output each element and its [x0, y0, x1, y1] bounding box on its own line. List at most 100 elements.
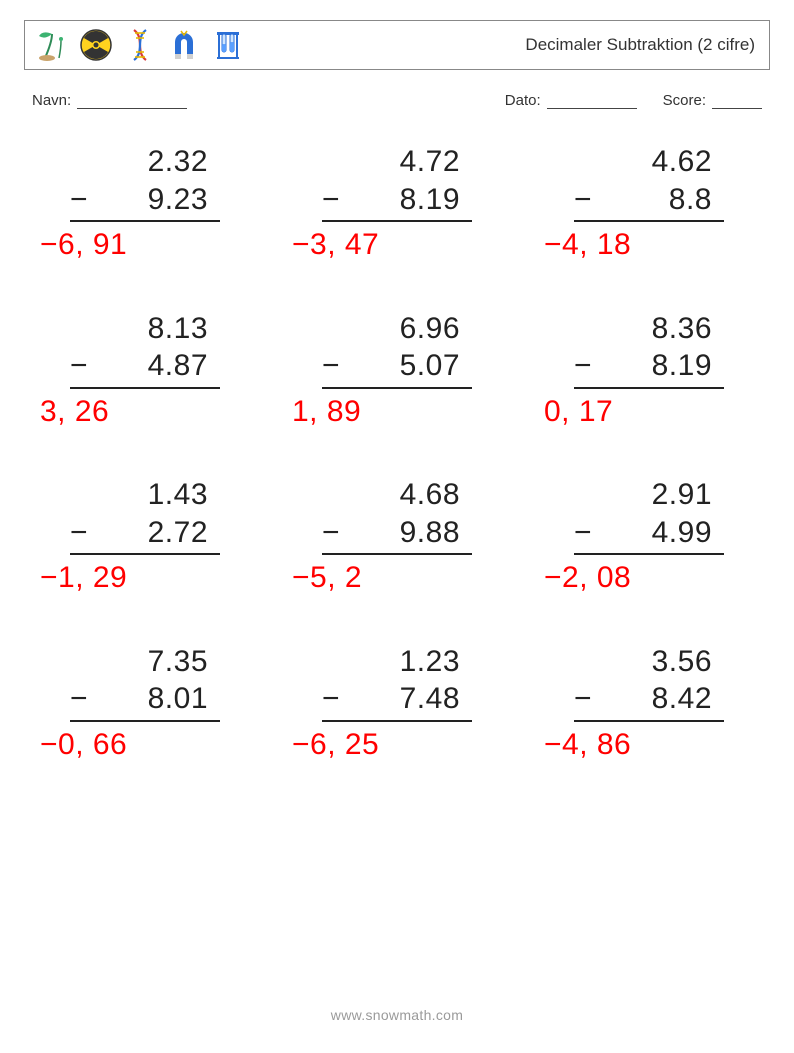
subtrahend: 8.19: [350, 181, 472, 219]
operator: −: [574, 181, 602, 219]
subtrahend: 7.48: [350, 680, 472, 718]
name-blank: [77, 95, 187, 109]
subtrahend: 9.88: [350, 514, 472, 552]
answer: −0, 66: [38, 726, 252, 764]
worksheet-page: Decimaler Subtraktion (2 cifre) Navn: Da…: [0, 0, 794, 1053]
rule-line: [322, 720, 472, 722]
header-icons: [35, 28, 245, 62]
rule-line: [70, 220, 220, 222]
answer: 1, 89: [290, 393, 504, 431]
rule-line: [574, 720, 724, 722]
operator: −: [70, 181, 98, 219]
answer: −4, 86: [542, 726, 756, 764]
problem: 1.43 − 2.72 −1, 29: [38, 476, 252, 597]
subtrahend: 5.07: [350, 347, 472, 385]
name-label: Navn:: [32, 92, 71, 109]
rule-line: [322, 387, 472, 389]
problem-stack: 6.96 − 5.07: [322, 310, 472, 389]
answer: −1, 29: [38, 559, 252, 597]
problem: 3.56 − 8.42 −4, 86: [542, 643, 756, 764]
magnet-icon: [167, 28, 201, 62]
footer-url: www.snowmath.com: [0, 1007, 794, 1023]
problem-stack: 3.56 − 8.42: [574, 643, 724, 722]
problem: 1.23 − 7.48 −6, 25: [290, 643, 504, 764]
rule-line: [574, 553, 724, 555]
problem-stack: 4.62 − 8.8: [574, 143, 724, 222]
answer: −3, 47: [290, 226, 504, 264]
minuend: 2.32: [98, 143, 220, 181]
subtrahend: 8.19: [602, 347, 724, 385]
operator: −: [322, 347, 350, 385]
problem: 8.13 − 4.87 3, 26: [38, 310, 252, 431]
subtrahend: 9.23: [98, 181, 220, 219]
rule-line: [70, 387, 220, 389]
subtrahend: 8.01: [98, 680, 220, 718]
problem: 4.68 − 9.88 −5, 2: [290, 476, 504, 597]
answer: 3, 26: [38, 393, 252, 431]
minuend: 6.96: [350, 310, 472, 348]
operator: −: [574, 347, 602, 385]
problem: 2.32 − 9.23 −6, 91: [38, 143, 252, 264]
operator: −: [322, 514, 350, 552]
answer: −4, 18: [542, 226, 756, 264]
rule-line: [574, 220, 724, 222]
operator: −: [322, 680, 350, 718]
operator: −: [574, 514, 602, 552]
problem-stack: 4.72 − 8.19: [322, 143, 472, 222]
problem-stack: 2.91 − 4.99: [574, 476, 724, 555]
problem-stack: 1.23 − 7.48: [322, 643, 472, 722]
answer: −6, 25: [290, 726, 504, 764]
subtrahend: 8.8: [602, 181, 724, 219]
problem: 6.96 − 5.07 1, 89: [290, 310, 504, 431]
answer: −2, 08: [542, 559, 756, 597]
problem-stack: 1.43 − 2.72: [70, 476, 220, 555]
minuend: 1.23: [350, 643, 472, 681]
subtrahend: 8.42: [602, 680, 724, 718]
plant-icon: [35, 28, 69, 62]
problem-stack: 7.35 − 8.01: [70, 643, 220, 722]
minuend: 4.68: [350, 476, 472, 514]
rule-line: [574, 387, 724, 389]
subtrahend: 4.87: [98, 347, 220, 385]
problem: 4.72 − 8.19 −3, 47: [290, 143, 504, 264]
operator: −: [70, 680, 98, 718]
radioactive-icon: [79, 28, 113, 62]
problem-stack: 8.36 − 8.19: [574, 310, 724, 389]
problem: 8.36 − 8.19 0, 17: [542, 310, 756, 431]
minuend: 2.91: [602, 476, 724, 514]
score-label: Score:: [663, 92, 706, 109]
minuend: 8.36: [602, 310, 724, 348]
operator: −: [574, 680, 602, 718]
problem: 7.35 − 8.01 −0, 66: [38, 643, 252, 764]
problem-stack: 2.32 − 9.23: [70, 143, 220, 222]
problems-grid: 2.32 − 9.23 −6, 91 4.72 − 8.19 −3, 47: [24, 143, 770, 763]
date-blank: [547, 95, 637, 109]
problem: 4.62 − 8.8 −4, 18: [542, 143, 756, 264]
subtrahend: 2.72: [98, 514, 220, 552]
minuend: 3.56: [602, 643, 724, 681]
rule-line: [70, 553, 220, 555]
rule-line: [322, 220, 472, 222]
meta-line: Navn: Dato: Score:: [32, 92, 762, 109]
problem-stack: 8.13 − 4.87: [70, 310, 220, 389]
minuend: 8.13: [98, 310, 220, 348]
minuend: 7.35: [98, 643, 220, 681]
date-label: Dato:: [505, 92, 541, 109]
minuend: 1.43: [98, 476, 220, 514]
operator: −: [70, 514, 98, 552]
problem-stack: 4.68 − 9.88: [322, 476, 472, 555]
dna-icon: [123, 28, 157, 62]
operator: −: [70, 347, 98, 385]
test-tubes-icon: [211, 28, 245, 62]
minuend: 4.72: [350, 143, 472, 181]
problem: 2.91 − 4.99 −2, 08: [542, 476, 756, 597]
answer: −6, 91: [38, 226, 252, 264]
operator: −: [322, 181, 350, 219]
rule-line: [322, 553, 472, 555]
answer: 0, 17: [542, 393, 756, 431]
answer: −5, 2: [290, 559, 504, 597]
rule-line: [70, 720, 220, 722]
worksheet-title: Decimaler Subtraktion (2 cifre): [525, 35, 755, 55]
header-bar: Decimaler Subtraktion (2 cifre): [24, 20, 770, 70]
score-blank: [712, 95, 762, 109]
